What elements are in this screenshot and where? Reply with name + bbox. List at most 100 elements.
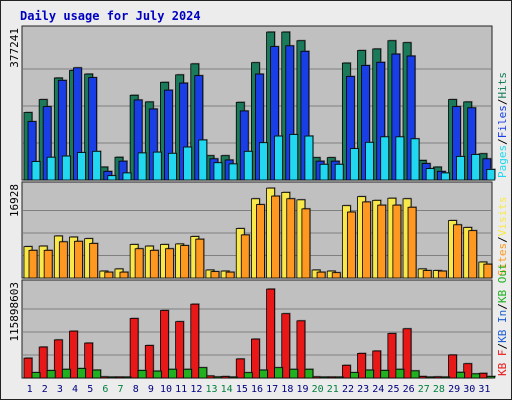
bar-kb-out	[471, 373, 481, 379]
bar-kb-f	[160, 310, 169, 379]
bar-kb-f	[281, 313, 291, 379]
bar-pages	[213, 162, 223, 181]
bar-sites	[422, 270, 432, 279]
bar-kb-f	[357, 352, 366, 379]
bar-sites	[225, 271, 235, 279]
bar-kb-out	[122, 376, 132, 379]
bar-kb-f	[448, 354, 457, 379]
bar-pages	[77, 152, 86, 181]
series-kb-f	[23, 288, 488, 379]
bar-kb-out	[289, 368, 299, 379]
bar-kb-f	[387, 333, 397, 379]
legend-entry: KB In	[496, 310, 509, 343]
bar-pages	[486, 169, 496, 181]
bar-kb-out	[31, 372, 41, 379]
bar-kb-out	[365, 369, 374, 379]
bar-kb-out	[349, 372, 359, 379]
bar-sites	[240, 234, 250, 279]
bar-sites	[271, 195, 280, 279]
legend-separator: /	[496, 138, 509, 145]
bar-kb-f	[175, 321, 185, 379]
x-tick-label: 14	[221, 384, 233, 395]
panel-visits: 16928 Sites/Visits	[8, 181, 509, 279]
bar-kb-out	[456, 371, 465, 379]
legend-separator: /	[496, 343, 509, 350]
bar-pages	[334, 163, 344, 181]
bar-kb-out	[259, 369, 268, 379]
bar-pages	[168, 152, 177, 181]
bar-kb-f	[402, 328, 412, 379]
x-tick-label: 18	[281, 384, 293, 395]
bar-pages	[137, 152, 147, 181]
bar-pages	[289, 134, 299, 181]
bar-pages	[425, 168, 435, 181]
bar-shadow	[321, 376, 330, 377]
x-tick-label: 19	[296, 384, 308, 395]
x-axis: 1 2 3 4 5 6 7 8 9 10 11 12 13 14 15 16 17 18 19 20 21 22 23 24 2…	[27, 384, 491, 395]
panel-legend: KB F/KB In/KB Out	[496, 263, 509, 376]
bar-kb-out	[228, 376, 238, 379]
bar-sites	[58, 241, 68, 279]
bar-pages	[183, 146, 193, 181]
bar-shadow	[427, 376, 436, 377]
bar-sites	[119, 271, 129, 279]
bar-pages	[107, 175, 117, 181]
bar-kb-out	[410, 370, 420, 379]
bar-kb-out	[152, 370, 162, 379]
bar-sites	[165, 248, 174, 279]
bar-kb-f	[84, 342, 94, 379]
bar-sites	[180, 245, 190, 279]
bar-shadow	[313, 375, 322, 377]
bar-kb-out	[213, 376, 223, 379]
bar-shadow	[442, 376, 451, 377]
bar-kb-f	[144, 345, 154, 379]
x-tick-label: 1	[27, 384, 33, 395]
x-tick-label: 26	[403, 384, 415, 395]
legend-entry: KB F	[496, 350, 509, 377]
bar-kb-out	[334, 376, 344, 379]
bar-sites	[346, 211, 356, 279]
bar-kb-out	[304, 368, 314, 379]
bar-kb-f	[341, 364, 351, 379]
legend-entry: Sites	[496, 243, 509, 276]
legend-separator: /	[496, 303, 509, 310]
bar-pages	[243, 150, 253, 181]
bar-pages	[122, 172, 132, 181]
bar-sites	[453, 224, 462, 279]
x-tick-label: 10	[160, 384, 172, 395]
bar-kb-f	[463, 363, 473, 379]
bar-sites	[104, 271, 114, 279]
bar-kb-out	[46, 370, 56, 379]
panels-layer: 377241Pages/Files/Hits16928Sites/Visits1…	[8, 25, 509, 379]
bar-pages	[198, 139, 208, 181]
bar-pages	[395, 136, 405, 181]
bar-sites	[28, 249, 38, 279]
bar-sites	[74, 240, 83, 279]
bar-shadow	[214, 375, 223, 377]
x-tick-label: 22	[342, 384, 354, 395]
bar-kb-f	[372, 350, 382, 379]
legend-entry: Pages	[496, 145, 509, 178]
x-tick-label: 28	[433, 384, 445, 395]
bar-kb-out	[168, 368, 177, 379]
bar-kb-f	[53, 339, 63, 379]
legend-entry: Visits	[496, 197, 509, 237]
bar-shadow	[336, 376, 345, 377]
bar-shadow	[115, 375, 124, 377]
bar-sites	[377, 204, 387, 279]
bar-pages	[380, 136, 390, 181]
bar-kb-out	[137, 370, 147, 379]
x-tick-label: 23	[357, 384, 369, 395]
x-tick-label: 29	[448, 384, 460, 395]
chart-title: Daily usage for July 2024	[20, 9, 201, 23]
bar-sites	[483, 263, 493, 279]
legend-entry: KB Out	[496, 263, 509, 303]
bar-kb-out	[380, 369, 390, 379]
bar-sites	[316, 271, 326, 279]
y-max-label: 115898603	[8, 282, 21, 342]
x-tick-label: 4	[72, 384, 78, 395]
x-tick-label: 13	[205, 384, 217, 395]
bar-pages	[365, 141, 374, 181]
